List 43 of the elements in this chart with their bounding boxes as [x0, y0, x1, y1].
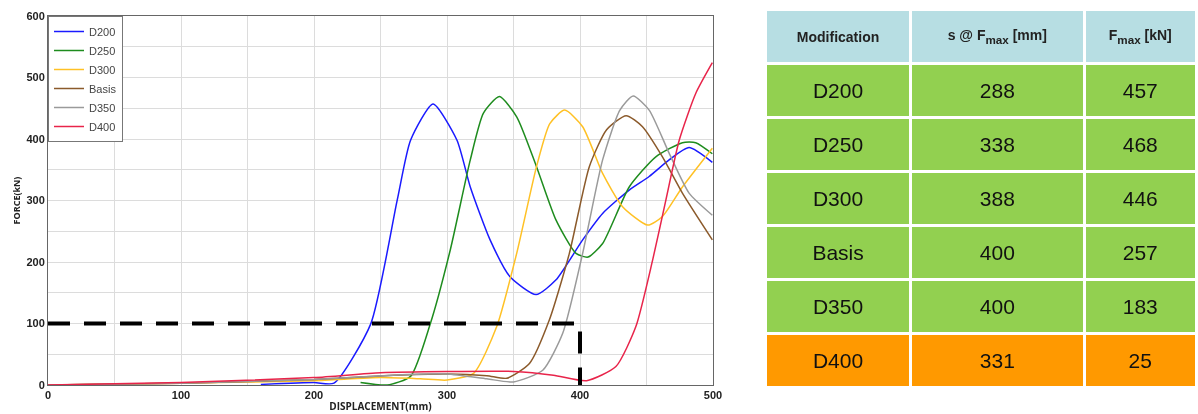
data-label: 257 — [1085, 227, 1195, 278]
series-label: F$_{max}$ [kN] — [1085, 11, 1195, 62]
category-label: D350 — [767, 281, 910, 332]
category-label: D250 — [767, 119, 910, 170]
series-label: s @ F$_{max}$ [mm] — [912, 11, 1083, 62]
data-label: 288 — [912, 65, 1083, 116]
y-tick-label: 100 — [26, 317, 45, 330]
y-tick-label: 500 — [26, 71, 45, 84]
x-tick-label: 400 — [570, 389, 590, 402]
data-label: 183 — [1085, 281, 1195, 332]
x-tick-label: 500 — [703, 389, 723, 402]
y-tick-label: 200 — [26, 255, 45, 268]
line-series — [260, 103, 713, 385]
data-label: 457 — [1085, 65, 1195, 116]
data-label: 25 — [1085, 335, 1195, 386]
legend-label: D350 — [89, 101, 116, 114]
legend-label: Basis — [89, 82, 117, 95]
y-axis-title: FORCE(kN) — [9, 176, 23, 225]
legend-label: D200 — [89, 25, 116, 38]
y-tick-label: 400 — [26, 132, 45, 145]
line-series — [359, 95, 713, 385]
data-label: 388 — [912, 173, 1083, 224]
legend-label: D400 — [89, 120, 116, 133]
category-label: D400 — [767, 335, 910, 386]
x-tick-label: 200 — [304, 389, 324, 402]
category-label: Basis — [767, 227, 910, 278]
y-tick-label: 300 — [26, 194, 45, 207]
data-label: 338 — [912, 119, 1083, 170]
y-tick-label: 0 — [38, 378, 45, 391]
x-tick-label: 100 — [171, 389, 191, 402]
data-label: 400 — [912, 281, 1083, 332]
data-label: 446 — [1085, 173, 1195, 224]
data-label: 468 — [1085, 119, 1195, 170]
data-label: 400 — [912, 227, 1083, 278]
y-tick-label: 600 — [26, 9, 45, 22]
text: Modification — [767, 11, 910, 62]
data-label: 331 — [912, 335, 1083, 386]
category-label: D200 — [767, 65, 910, 116]
legend-label: D250 — [89, 44, 116, 57]
legend-label: D300 — [89, 63, 116, 76]
category-label: D300 — [767, 173, 910, 224]
x-axis-title: DISPLACEMENT(mm) — [329, 398, 432, 413]
x-tick-label: 300 — [437, 389, 457, 402]
